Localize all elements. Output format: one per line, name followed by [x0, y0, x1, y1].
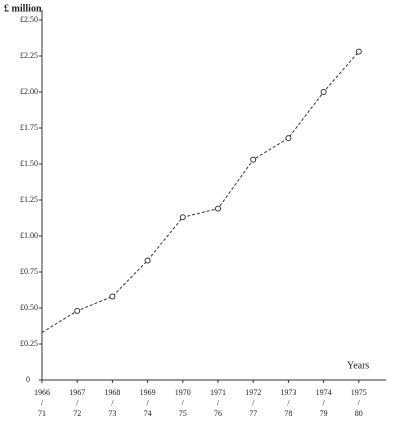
- x-tick-label: 1968/73: [104, 388, 120, 418]
- x-tick-label: 1967/72: [69, 388, 85, 418]
- x-tick-label: 1970/75: [175, 388, 191, 418]
- data-line: [41, 51, 360, 333]
- y-tick-label: £2.00: [20, 87, 38, 96]
- data-point: [250, 156, 257, 163]
- data-point: [144, 257, 151, 264]
- x-tick-label: 1972/77: [245, 388, 261, 418]
- y-tick-label: £0.75: [20, 267, 38, 276]
- y-axis-label: £ million: [4, 3, 42, 14]
- y-tick-label: £1.50: [20, 159, 38, 168]
- data-point: [109, 293, 116, 300]
- y-tick-label: £0.25: [20, 339, 38, 348]
- data-point: [215, 205, 221, 212]
- x-tick-label: 1974/79: [316, 388, 332, 418]
- y-tick-label: £1.25: [20, 195, 38, 204]
- y-tick-label: £1.00: [20, 231, 38, 240]
- y-tick-label: £0.50: [20, 303, 38, 312]
- data-point: [285, 135, 292, 142]
- x-tick-label: 1966/71: [34, 388, 50, 418]
- x-tick-label: 1973/78: [280, 388, 296, 418]
- x-axis-label: Years: [347, 360, 369, 371]
- x-tick-label: 1975/80: [351, 388, 367, 418]
- y-tick-label: 0: [26, 375, 30, 384]
- y-tick-label: £2.50: [20, 15, 38, 24]
- y-tick-label: £1.75: [20, 123, 38, 132]
- data-point: [179, 214, 186, 221]
- data-point: [320, 89, 327, 95]
- x-tick-label: 1971/76: [210, 388, 226, 418]
- y-tick-label: £2.25: [20, 51, 38, 60]
- data-point: [355, 48, 362, 55]
- x-tick-label: 1969/74: [140, 388, 156, 418]
- data-point: [74, 307, 81, 314]
